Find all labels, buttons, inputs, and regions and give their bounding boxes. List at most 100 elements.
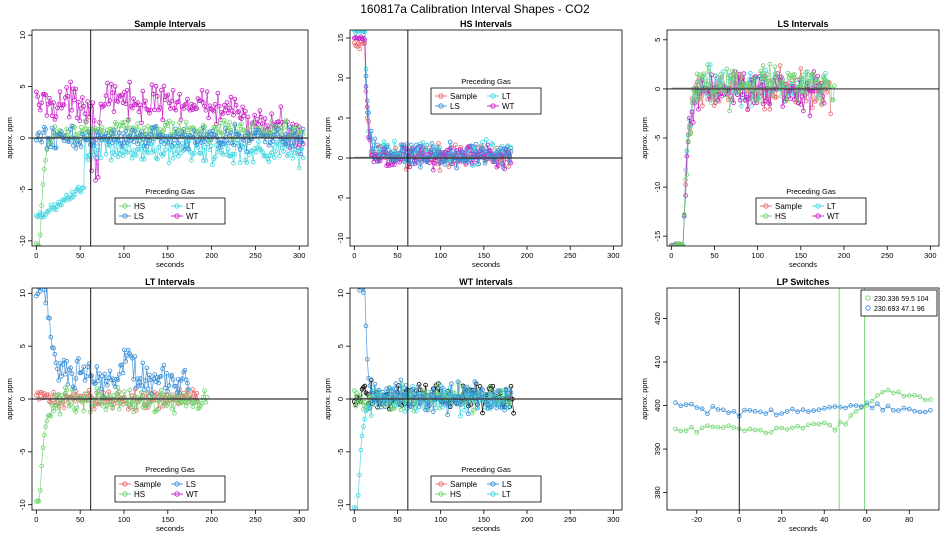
data-point xyxy=(116,147,122,153)
data-point xyxy=(160,393,165,398)
data-point xyxy=(720,407,726,413)
data-point xyxy=(458,413,463,419)
y-axis-label: approx. ppm xyxy=(5,378,14,420)
data-point xyxy=(249,148,255,153)
data-point xyxy=(65,399,71,405)
data-point xyxy=(120,100,126,105)
data-point xyxy=(769,79,775,84)
data-point xyxy=(114,121,119,127)
data-point xyxy=(362,416,368,422)
data-point xyxy=(57,361,63,366)
data-point xyxy=(195,138,201,144)
data-point xyxy=(414,159,419,164)
data-point xyxy=(183,119,189,125)
legend-marker xyxy=(763,203,769,209)
data-point xyxy=(109,377,114,383)
y-tick-label: 0 xyxy=(336,156,345,160)
y-tick-label: 390 xyxy=(653,443,662,456)
data-point xyxy=(819,100,824,106)
data-point xyxy=(360,16,364,20)
data-point xyxy=(880,389,885,395)
data-point xyxy=(853,409,859,414)
data-point xyxy=(423,382,428,388)
data-point xyxy=(156,399,161,404)
data-point xyxy=(77,370,83,376)
data-point xyxy=(118,94,123,99)
data-point xyxy=(354,390,360,396)
data-point xyxy=(508,149,514,154)
data-point xyxy=(223,142,228,147)
data-point xyxy=(425,407,431,413)
y-axis-label: approx. ppm xyxy=(5,117,14,159)
data-point xyxy=(710,89,716,94)
data-point xyxy=(684,172,690,178)
data-point xyxy=(130,155,135,161)
data-point xyxy=(208,106,214,111)
data-point xyxy=(143,98,148,104)
data-point xyxy=(80,395,85,401)
data-point xyxy=(176,154,181,159)
data-point xyxy=(684,153,690,159)
data-point xyxy=(420,391,426,397)
data-point xyxy=(157,392,163,398)
data-point xyxy=(89,395,94,400)
data-point xyxy=(56,377,61,383)
data-point xyxy=(36,288,42,290)
y-tick-label: 10 xyxy=(336,74,345,82)
data-point xyxy=(186,387,192,392)
data-point xyxy=(402,409,408,414)
data-point xyxy=(476,161,482,167)
data-point xyxy=(202,145,207,150)
data-point xyxy=(875,401,880,407)
data-point xyxy=(74,115,80,121)
data-point xyxy=(811,408,816,413)
data-point xyxy=(493,159,498,164)
data-point xyxy=(443,401,449,406)
data-point xyxy=(702,91,708,96)
data-point xyxy=(763,430,769,436)
data-point xyxy=(166,160,172,166)
data-point xyxy=(93,178,98,183)
data-point xyxy=(688,131,693,137)
data-point xyxy=(77,118,83,123)
data-point xyxy=(82,111,88,116)
data-point xyxy=(922,409,928,415)
y-axis-label: approx. ppm xyxy=(640,117,649,159)
data-point xyxy=(202,388,207,393)
data-point xyxy=(497,388,502,394)
legend: Preceding Gas Sample LS HS LT xyxy=(430,465,542,503)
y-tick-label: 0 xyxy=(18,397,27,401)
data-point xyxy=(372,136,378,142)
data-point xyxy=(128,404,134,410)
data-point xyxy=(68,402,73,408)
data-point xyxy=(901,405,907,411)
data-point xyxy=(495,163,501,169)
data-point xyxy=(726,410,731,416)
data-point xyxy=(494,150,500,155)
data-point xyxy=(418,400,423,405)
data-point xyxy=(164,371,169,376)
legend-marker xyxy=(815,213,821,219)
data-point xyxy=(55,406,60,411)
data-point xyxy=(48,413,54,419)
data-point xyxy=(36,243,42,246)
legend-marker xyxy=(174,203,180,209)
data-point xyxy=(675,242,681,246)
data-point xyxy=(105,402,110,408)
data-point xyxy=(679,245,682,246)
data-point xyxy=(386,163,392,168)
data-point xyxy=(738,74,744,79)
data-point xyxy=(155,407,160,412)
data-point xyxy=(228,94,234,100)
data-point xyxy=(130,399,135,405)
data-point xyxy=(51,389,56,395)
data-point xyxy=(260,149,265,155)
data-point xyxy=(490,142,496,147)
data-point xyxy=(733,69,739,75)
data-point xyxy=(287,124,293,130)
y-tick-label: -10 xyxy=(18,235,27,246)
data-point xyxy=(57,411,63,417)
legend-label: LT xyxy=(827,202,836,211)
data-point xyxy=(463,399,469,405)
